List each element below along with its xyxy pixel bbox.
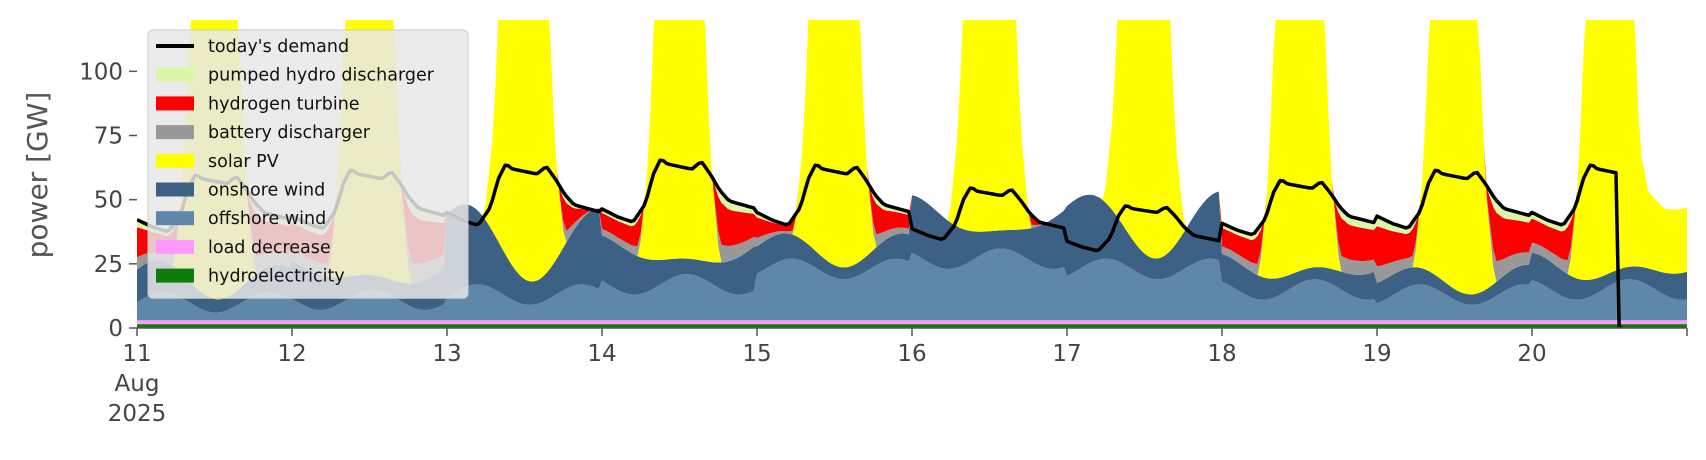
legend-label: pumped hydro discharger — [208, 66, 435, 86]
legend: today's demand pumped hydro discharger hyd… — [147, 29, 469, 299]
legend-label: hydroelectricity — [208, 267, 345, 287]
legend-label: load decrease — [208, 238, 331, 258]
legend-swatch — [156, 211, 194, 226]
x-tick-label: 20 — [1517, 341, 1546, 367]
y-axis: 0 25 50 75 100 — [79, 59, 137, 342]
legend-box — [147, 29, 469, 299]
x-axis: 11 12 13 14 15 16 17 18 19 20 Aug 2025 — [108, 328, 1688, 427]
x-tick-label: 19 — [1362, 341, 1391, 367]
legend-swatch — [156, 67, 194, 82]
legend-swatch — [156, 268, 194, 283]
legend-label: offshore wind — [208, 209, 326, 229]
y-axis-label: power [GW] — [21, 92, 54, 259]
x-tick-label: 11 — [122, 341, 151, 367]
legend-label: solar PV — [208, 152, 279, 172]
legend-label: today's demand — [208, 37, 349, 57]
x-tick-label: 15 — [742, 341, 771, 367]
x-tick-label: 18 — [1207, 341, 1236, 367]
y-tick-label: 50 — [94, 188, 123, 214]
area-hydroelectricity — [137, 324, 1687, 328]
area-offshore-wind — [137, 248, 1687, 321]
y-tick-label: 0 — [108, 316, 123, 342]
x-tick-sublabel: Aug — [115, 371, 160, 397]
x-tick-label: 12 — [277, 341, 306, 367]
area-onshore-wind — [137, 191, 1687, 313]
legend-swatch — [156, 125, 194, 140]
legend-label: onshore wind — [208, 181, 325, 201]
y-tick-label: 100 — [79, 59, 123, 85]
legend-swatch — [156, 153, 194, 168]
legend-label: hydrogen turbine — [208, 94, 360, 114]
x-tick-label: 17 — [1052, 341, 1081, 367]
y-tick-label: 25 — [94, 252, 123, 278]
y-tick-label: 75 — [94, 124, 123, 150]
area-load-decrease — [137, 320, 1687, 325]
legend-swatch — [156, 239, 194, 254]
x-tick-label: 14 — [587, 341, 616, 367]
area-solar-pv — [137, 20, 1687, 300]
legend-swatch — [156, 182, 194, 197]
x-tick-sublabel: 2025 — [108, 401, 167, 427]
x-tick-label: 13 — [432, 341, 461, 367]
legend-label: battery discharger — [208, 123, 371, 143]
legend-swatch — [156, 96, 194, 111]
x-tick-label: 16 — [897, 341, 926, 367]
